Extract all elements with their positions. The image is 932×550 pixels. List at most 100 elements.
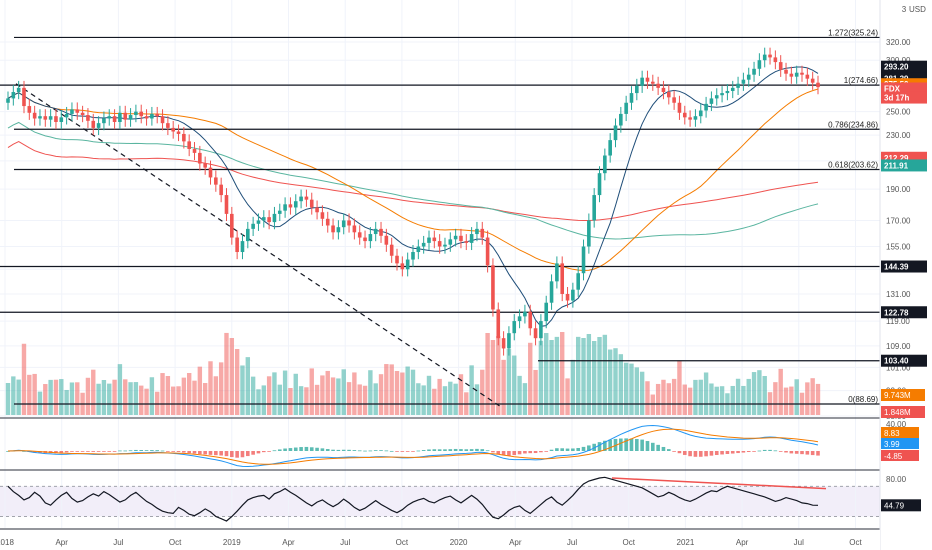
- macd-histogram-bar: [597, 442, 602, 451]
- candle-body: [496, 309, 501, 339]
- volume-bar: [778, 368, 783, 415]
- macd-histogram-bar: [635, 438, 639, 451]
- candle-body: [166, 123, 170, 128]
- macd-histogram-bar: [416, 450, 421, 452]
- macd-histogram-bar: [363, 450, 367, 452]
- macd-histogram-bar: [267, 451, 271, 452]
- macd-histogram-bar: [464, 449, 469, 451]
- candle-body: [619, 113, 623, 126]
- volume-bar: [474, 384, 480, 415]
- volume-bar: [618, 354, 624, 415]
- macd-histogram-bar: [182, 451, 186, 453]
- downtrend-dashed-line[interactable]: [15, 83, 501, 407]
- level-label: 0.786(234.86): [828, 120, 878, 129]
- macd-histogram-bar: [448, 449, 453, 451]
- volume-bar: [341, 369, 346, 415]
- volume-bar: [554, 336, 560, 415]
- volume-bar: [410, 369, 416, 415]
- candle-body: [416, 246, 421, 253]
- macd-histogram-bar: [619, 438, 623, 451]
- macd-histogram-bar: [235, 451, 239, 458]
- candle-body: [800, 72, 804, 75]
- macd-histogram-bar: [395, 451, 399, 452]
- horizontal-levels[interactable]: 1.272(325.24) 1(274.66) 0.786(234.86) 0.618…: [0, 28, 880, 405]
- volume-bar: [139, 385, 144, 415]
- candle-body: [581, 246, 586, 274]
- volume-bar: [810, 378, 815, 415]
- volume-bar: [687, 387, 693, 415]
- candle-body: [299, 196, 303, 202]
- macd-histogram-bar: [555, 448, 559, 451]
- volume-bar: [746, 378, 751, 415]
- candle-body: [176, 131, 181, 134]
- rsi-divergence-line[interactable]: [611, 477, 827, 490]
- macd-histogram-bar: [187, 451, 191, 454]
- candle-body: [208, 167, 213, 178]
- volume-bar: [48, 379, 53, 415]
- macd-histogram-bar: [315, 447, 319, 451]
- price-tick-label: 320.00: [886, 38, 911, 47]
- price-tick-label: 250.00: [886, 108, 911, 117]
- candle-body: [54, 116, 58, 122]
- volume-bar: [266, 376, 272, 415]
- volume-bar: [416, 383, 421, 415]
- candle-body: [608, 140, 612, 156]
- macd-histogram-bar: [341, 449, 346, 451]
- candle-body: [571, 289, 575, 301]
- volume-bar: [517, 375, 522, 415]
- macd-histogram-bar: [208, 451, 213, 455]
- volume-bar: [533, 369, 538, 415]
- candle-body: [432, 237, 437, 242]
- macd-histogram-bar: [22, 450, 26, 452]
- candle-body: [507, 333, 511, 349]
- candle-body: [768, 54, 772, 58]
- candle-body: [102, 118, 106, 124]
- macd-histogram-bar: [96, 451, 101, 452]
- volume-bar: [133, 382, 139, 415]
- price-tick-label: 131.00: [886, 290, 911, 299]
- volume-bar: [277, 384, 282, 415]
- candle-body: [272, 213, 277, 223]
- candle-body: [720, 93, 724, 96]
- macd-signal-line: [7, 428, 819, 465]
- price-badge: [881, 159, 927, 172]
- volume-bar: [357, 384, 362, 415]
- macd-histogram-bar: [352, 450, 357, 451]
- macd-histogram-bar: [736, 451, 740, 454]
- price-badge: [881, 82, 927, 95]
- macd-histogram-bar: [134, 449, 138, 451]
- volume-bar: [240, 365, 245, 415]
- time-tick-label: 2021: [677, 538, 695, 547]
- macd-histogram-bar: [491, 451, 495, 453]
- level-label: 1.272(325.24): [828, 28, 878, 37]
- candle-body: [592, 195, 596, 221]
- price-badge-text: FDX: [884, 84, 901, 93]
- trend-line[interactable]: [15, 83, 501, 407]
- volume-bar: [751, 372, 757, 415]
- macd-histogram-bar: [496, 451, 501, 455]
- macd-histogram-bar: [384, 450, 389, 452]
- candle-body: [182, 133, 186, 142]
- candle-body: [677, 102, 682, 113]
- macd-histogram-bar: [203, 451, 207, 455]
- pane-separators[interactable]: [0, 417, 932, 530]
- volume-bar: [506, 349, 512, 415]
- macd-histogram-bar: [368, 450, 373, 452]
- time-axis[interactable]: 2018 Apr Jul Oct 2019 Apr Jul Oct 2020 Apr Jul Oct 2…: [0, 530, 880, 550]
- volume-bar: [261, 385, 266, 415]
- price-badge: [881, 91, 927, 104]
- macd-histogram-bar: [805, 451, 810, 455]
- rsi-band: [0, 486, 880, 517]
- candle-body: [640, 77, 644, 86]
- volume-bar: [325, 370, 330, 415]
- volume-bar: [352, 372, 357, 415]
- macd-histogram-bar: [144, 450, 149, 451]
- time-tick-label: Apr: [736, 538, 749, 547]
- macd-histogram-bar: [698, 451, 703, 457]
- candle-body: [293, 201, 298, 208]
- macd-histogram-bar: [421, 450, 426, 451]
- candle-body: [38, 116, 42, 119]
- candle-body: [459, 235, 463, 242]
